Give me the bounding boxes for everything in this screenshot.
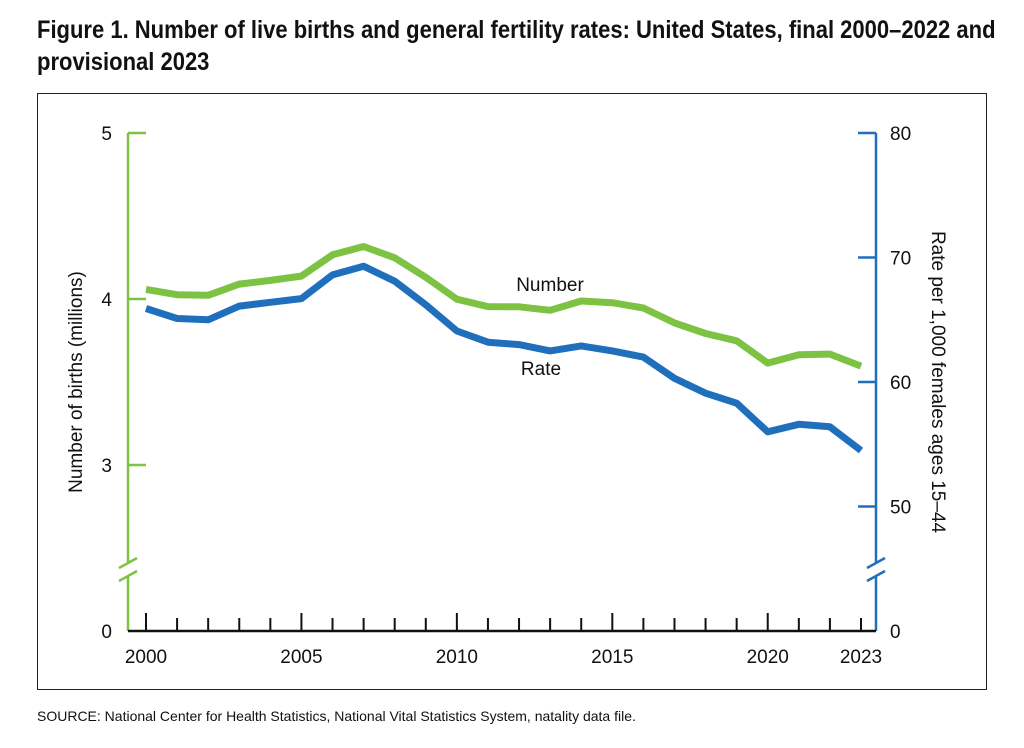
left-axis-break-mark — [118, 569, 138, 583]
right-axis-break-mark — [866, 569, 886, 583]
series-label-rate: Rate — [521, 359, 561, 380]
right-axis-tick-label: 0 — [890, 622, 901, 643]
right-axis-tick-label: 80 — [890, 124, 911, 145]
x-axis-tick-label: 2020 — [747, 647, 789, 668]
right-axis-title: Rate per 1,000 females ages 15–44 — [927, 231, 948, 534]
left-axis-tick-label: 5 — [101, 124, 112, 145]
x-axis-tick-label: 2015 — [591, 647, 633, 668]
series-line-rate — [144, 262, 864, 454]
right-axis-tick-label: 50 — [890, 498, 911, 519]
series-label-number: Number — [516, 275, 584, 296]
chart-frame — [37, 93, 987, 690]
chart-title: Figure 1. Number of live births and gene… — [37, 16, 996, 76]
series-line-number — [145, 243, 863, 370]
right-axis-tick-label: 70 — [890, 249, 911, 270]
source-note: SOURCE: National Center for Health Stati… — [37, 708, 636, 724]
left-axis-tick-label: 3 — [101, 456, 112, 477]
x-axis-tick-label: 2023 — [840, 647, 882, 668]
right-axis-tick-label: 60 — [890, 373, 911, 394]
right-axis-break-mark — [866, 556, 886, 570]
left-axis-title: Number of births (millions) — [66, 271, 87, 493]
x-axis-tick-label: 2000 — [125, 647, 167, 668]
x-axis-tick-label: 2010 — [436, 647, 478, 668]
left-axis-tick-label: 0 — [101, 622, 112, 643]
left-axis-break-mark — [118, 556, 138, 570]
left-axis-tick-label: 4 — [101, 290, 112, 311]
x-axis-tick-label: 2005 — [280, 647, 322, 668]
